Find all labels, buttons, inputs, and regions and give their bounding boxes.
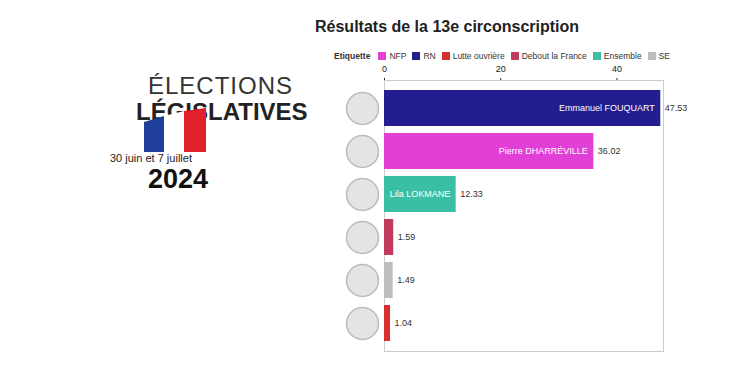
html-text:Etiquette: Etiquette [334,51,371,61]
html-text:Ensemble: Ensemble [603,51,642,61]
svg-text:Lila LOKMANE: Lila LOKMANE [390,189,451,199]
svg-text:Pierre DHARRÉVILLE: Pierre DHARRÉVILLE [499,146,588,156]
svg-text:1.59: 1.59 [398,232,416,242]
html-text:LÉGISLATIVES: LÉGISLATIVES [136,98,308,125]
html-text:2024: 2024 [148,164,209,194]
html-text:RN: RN [423,51,436,61]
html-text:Résultats de la 13e circonscri: Résultats de la 13e circonscription [315,18,580,35]
svg-text:1.49: 1.49 [397,275,415,285]
svg-text:20: 20 [496,64,506,74]
html-text:30 juin et 7 juillet: 30 juin et 7 juillet [110,152,192,164]
svg-text:36.02: 36.02 [598,146,621,156]
html-text:Debout la France: Debout la France [521,51,587,61]
html-text:ÉLECTIONS: ÉLECTIONS [148,72,293,99]
svg-text:Emmanuel FOUQUART: Emmanuel FOUQUART [559,103,655,113]
svg-text:0: 0 [382,64,387,74]
svg-text:12.33: 12.33 [460,189,483,199]
svg-text:40: 40 [612,64,622,74]
svg-text:47.53: 47.53 [665,103,688,113]
svg-text:1.04: 1.04 [395,318,413,328]
html-text:SE: SE [658,51,670,61]
html-text:Lutte ouvrière: Lutte ouvrière [452,51,505,61]
html-text:NFP: NFP [389,51,407,61]
